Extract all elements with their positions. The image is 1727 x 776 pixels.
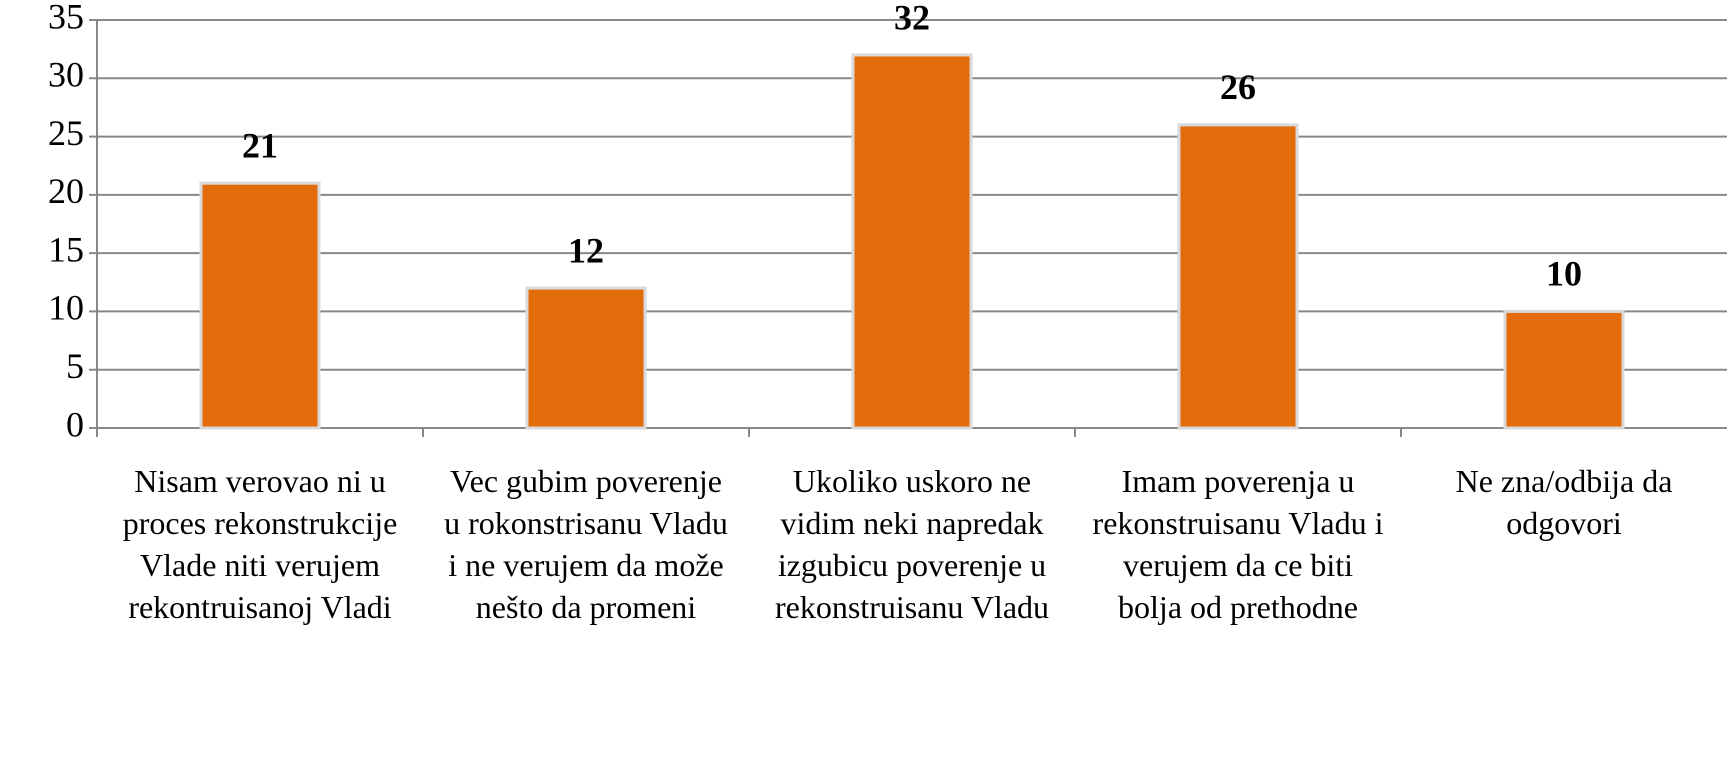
y-tick-label: 5	[66, 346, 84, 386]
y-tick-label: 25	[48, 113, 84, 153]
value-label: 32	[894, 0, 930, 37]
y-tick-label: 0	[66, 404, 84, 444]
y-tick-label: 15	[48, 229, 84, 269]
value-label: 10	[1546, 254, 1582, 294]
x-tick-label: Ne zna/odbija da odgovori	[1455, 463, 1673, 541]
x-tick-label: Vec gubim poverenje u rokonstrisanu Vlad…	[444, 463, 728, 625]
bar	[199, 181, 321, 430]
value-label: 26	[1220, 67, 1256, 107]
y-tick-label: 35	[48, 0, 84, 36]
value-label: 12	[568, 230, 604, 270]
x-tick-label: Imam poverenja u rekonstruisanu Vladu i …	[1092, 463, 1384, 625]
y-tick-label: 30	[48, 55, 84, 95]
bar	[525, 286, 647, 430]
value-label: 21	[242, 125, 278, 165]
x-tick-label: Nisam verovao ni u proces rekonstrukcije…	[122, 463, 398, 625]
x-tick-label: Ukoliko uskoro ne vidim neki napredak iz…	[774, 463, 1050, 625]
bar	[1177, 123, 1299, 430]
y-tick-label: 20	[48, 171, 84, 211]
bar	[851, 53, 973, 430]
bar	[1503, 309, 1625, 430]
y-tick-label: 10	[48, 288, 84, 328]
